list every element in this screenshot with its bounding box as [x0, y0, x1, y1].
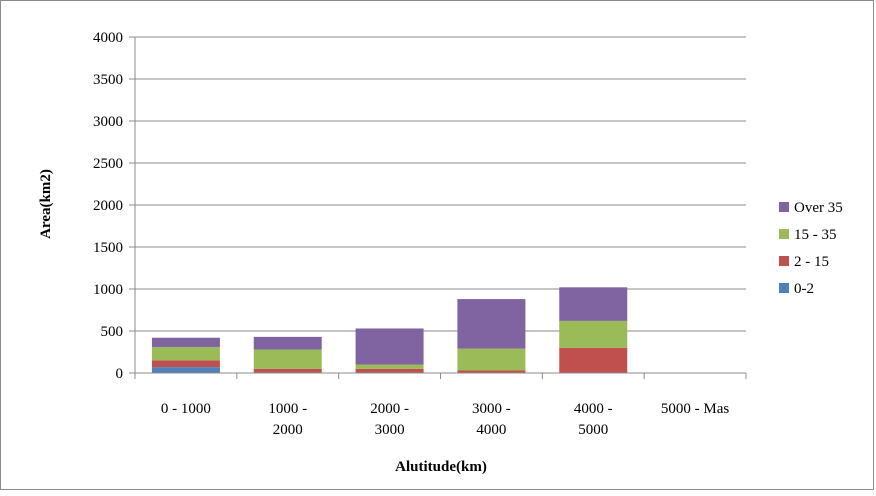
- x-tick-label: 2000 -: [370, 401, 409, 417]
- x-tick-label: 3000: [375, 422, 405, 438]
- bar-segment: [151, 367, 220, 373]
- legend-label: 15 - 35: [794, 227, 837, 243]
- legend-label: 2 - 15: [794, 254, 829, 270]
- y-tick-label: 3000: [93, 114, 123, 130]
- bar-segment: [355, 368, 424, 373]
- y-tick-label: 500: [101, 324, 124, 340]
- y-axis-title: Area(km2): [38, 169, 54, 239]
- bar-segment: [457, 348, 526, 371]
- bar-segment: [559, 320, 628, 348]
- legend-swatch: [779, 283, 789, 293]
- bar-segment: [151, 360, 220, 368]
- x-tick-label: 3000 -: [472, 401, 511, 417]
- axes: [134, 37, 747, 379]
- x-tick-label: 2000: [273, 422, 303, 438]
- bar-segment: [151, 346, 220, 361]
- y-tick-label: 2000: [93, 198, 123, 214]
- y-tick-label: 1000: [93, 282, 123, 298]
- y-tick-labels: 0 500 1000 1500 2000 2500 3000 3500 4000: [93, 30, 123, 382]
- bars: [151, 287, 628, 373]
- bar-segment: [253, 349, 322, 369]
- y-tick-label: 3500: [93, 72, 123, 88]
- y-tick-label: 1500: [93, 240, 123, 256]
- bar-segment: [559, 287, 628, 321]
- x-tick-label: 4000: [476, 422, 506, 438]
- legend-swatch: [779, 256, 789, 266]
- gridlines: [129, 36, 746, 374]
- bar-segment: [355, 364, 424, 369]
- bar-segment: [457, 299, 526, 349]
- bar-segment: [559, 347, 628, 373]
- legend: Over 35 15 - 35 2 - 15 0-2: [779, 200, 843, 297]
- x-tick-label: 5000 - Mas: [661, 401, 729, 417]
- bar-segment: [253, 336, 322, 350]
- y-tick-label: 4000: [93, 30, 123, 46]
- legend-swatch: [779, 229, 789, 239]
- x-axis-title: Alutitude(km): [395, 459, 487, 475]
- x-tick-labels: 0 - 1000 1000 - 2000 2000 - 3000 3000 - 4000 40…: [161, 401, 729, 438]
- x-tick-label: 4000 -: [574, 401, 613, 417]
- legend-label: Over 35: [794, 200, 843, 216]
- bar-segment: [151, 337, 220, 347]
- legend-swatch: [779, 202, 789, 212]
- x-tick-label: 5000: [578, 422, 608, 438]
- y-tick-label: 0: [116, 366, 124, 382]
- x-tick-label: 0 - 1000: [161, 401, 211, 417]
- legend-label: 0-2: [794, 281, 814, 297]
- bar-segment: [457, 370, 526, 373]
- y-tick-label: 2500: [93, 156, 123, 172]
- bar-segment: [253, 368, 322, 373]
- x-tick-label: 1000 -: [268, 401, 307, 417]
- bar-segment: [355, 328, 424, 365]
